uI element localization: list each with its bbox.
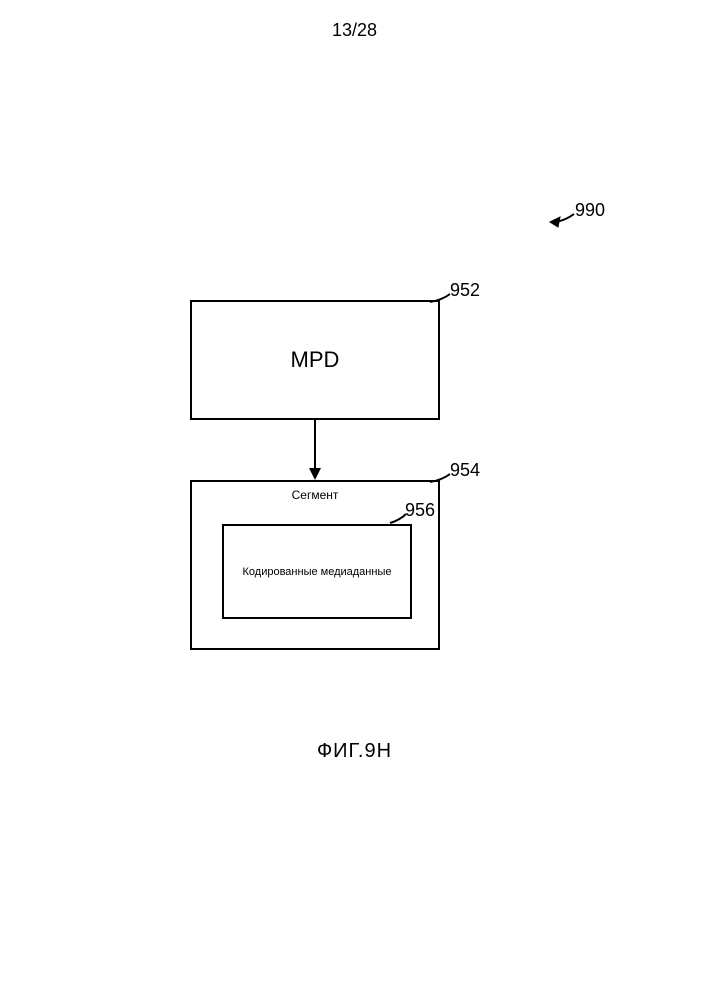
leader-segment xyxy=(428,470,452,486)
segment-box: Сегмент Кодированные медиаданные xyxy=(190,480,440,650)
ref-segment: 954 xyxy=(450,460,480,481)
leader-overall xyxy=(548,210,578,232)
leader-mpd xyxy=(428,290,452,306)
encoded-media-label: Кодированные медиаданные xyxy=(243,566,392,578)
ref-inner: 956 xyxy=(405,500,435,521)
segment-label: Сегмент xyxy=(192,488,438,502)
arrow-mpd-to-segment xyxy=(305,420,325,482)
encoded-media-box: Кодированные медиаданные xyxy=(222,524,412,619)
ref-overall: 990 xyxy=(575,200,605,221)
leader-inner xyxy=(388,510,408,526)
mpd-label: MPD xyxy=(291,347,340,373)
mpd-box: MPD xyxy=(190,300,440,420)
page-canvas: 13/28 990 MPD 952 Сегмент Кодированные м… xyxy=(0,0,709,1000)
ref-mpd: 952 xyxy=(450,280,480,301)
figure-caption: ФИГ.9H xyxy=(0,740,709,763)
page-number: 13/28 xyxy=(0,20,709,41)
